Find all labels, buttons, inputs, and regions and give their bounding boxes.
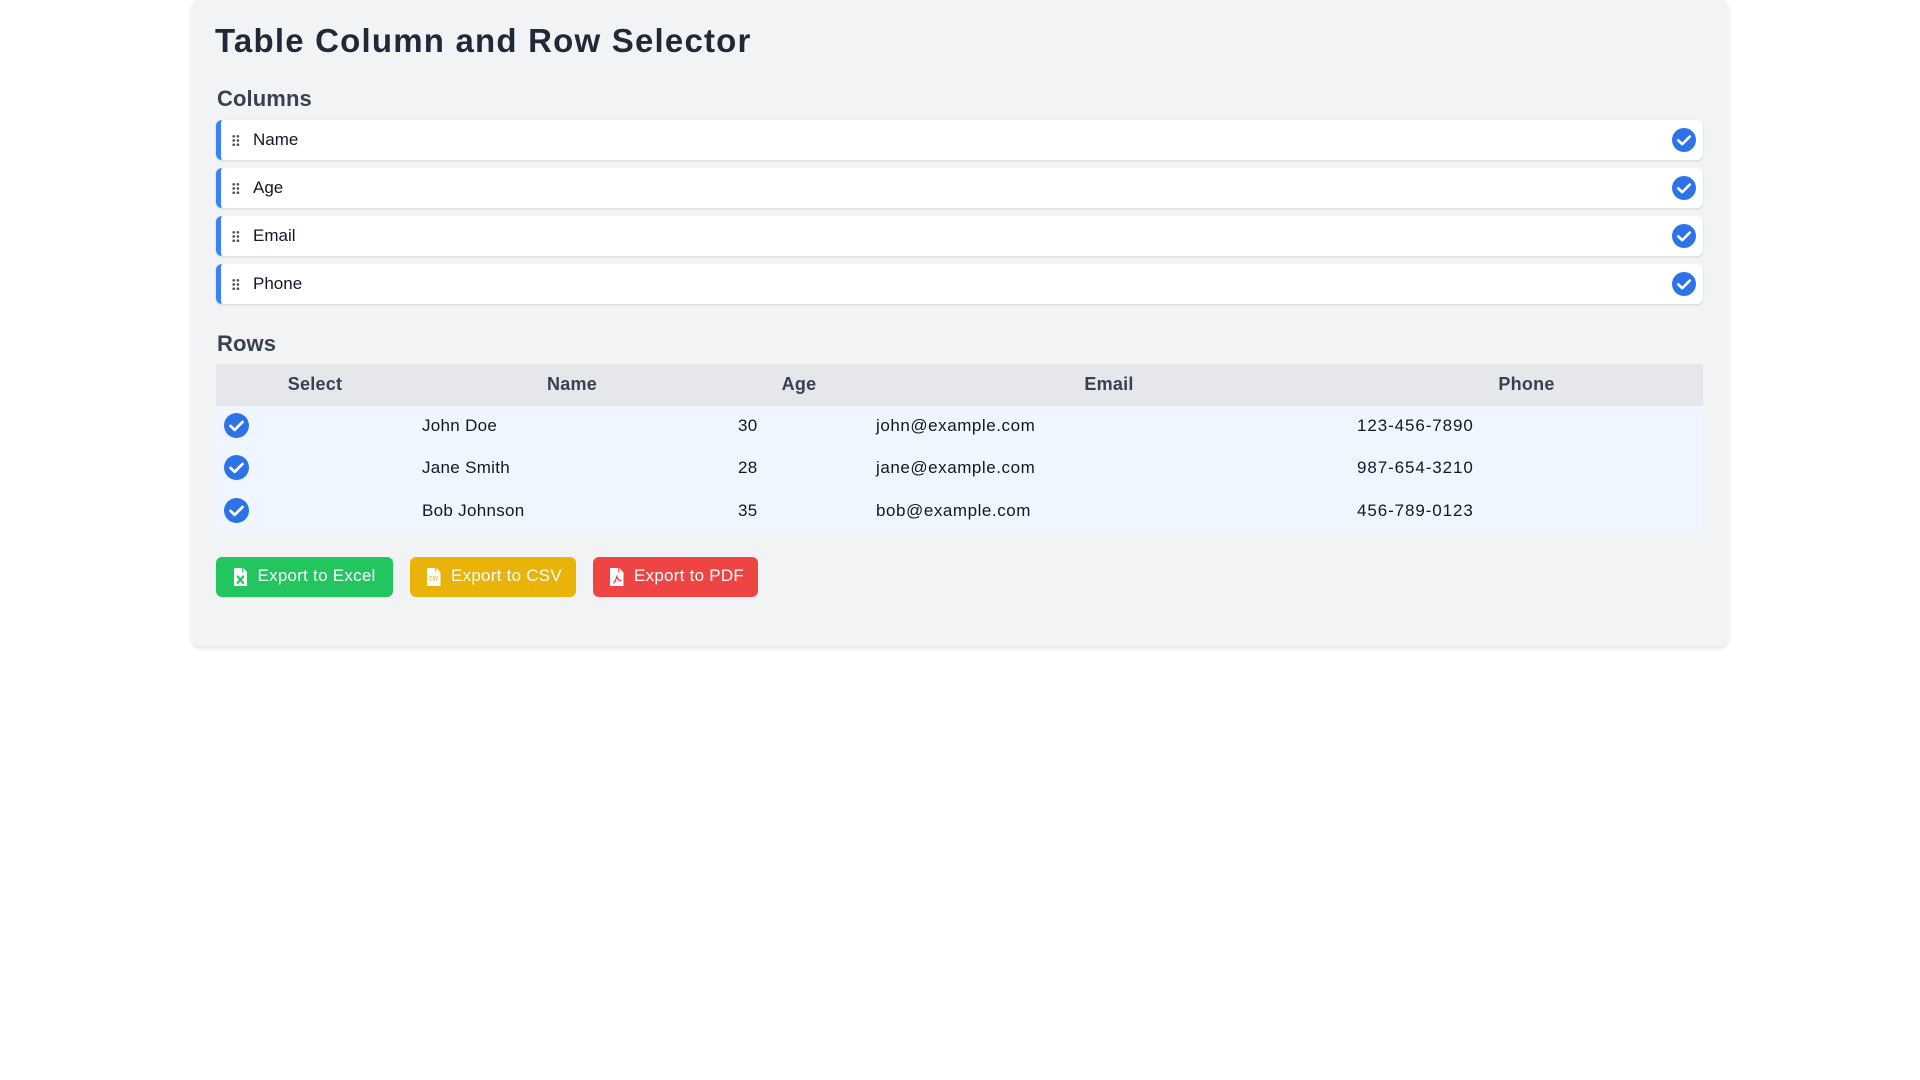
svg-text:CSV: CSV — [429, 576, 438, 583]
